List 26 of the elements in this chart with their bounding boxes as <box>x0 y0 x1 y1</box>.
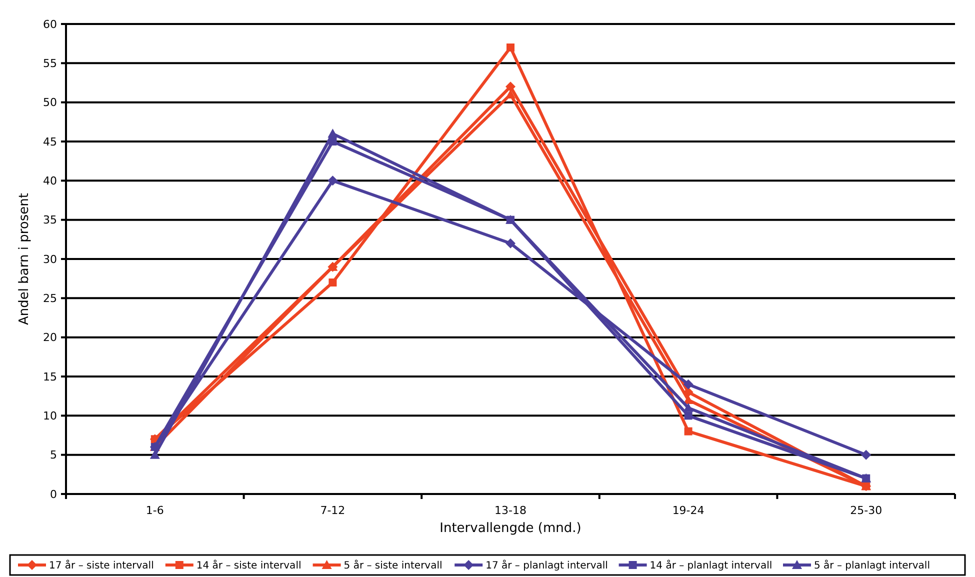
legend-label: 5 år – siste intervall <box>344 560 442 572</box>
y-tick-label: 0 <box>50 488 57 501</box>
y-tick-label: 25 <box>43 292 57 306</box>
x-tick-label: 1-6 <box>146 504 164 517</box>
y-tick-label: 50 <box>43 96 57 110</box>
y-tick-label: 20 <box>43 331 57 344</box>
legend-label: 5 år – planlagt intervall <box>814 560 930 572</box>
x-tick-label: 19-24 <box>672 504 704 517</box>
y-tick-label: 45 <box>43 135 57 148</box>
legend-label: 17 år – planlagt intervall <box>486 560 608 572</box>
y-axis-title: Andel barn i prosent <box>17 193 32 325</box>
x-tick-label: 7-12 <box>320 504 346 517</box>
y-tick-label: 15 <box>43 370 57 384</box>
legend-label: 14 år – siste intervall <box>196 560 302 572</box>
y-tick-label: 40 <box>43 174 57 188</box>
y-tick-label: 35 <box>43 214 57 227</box>
x-tick-label: 13-18 <box>494 504 526 517</box>
y-tick-label: 30 <box>43 252 57 266</box>
y-tick-label: 60 <box>43 18 57 31</box>
y-tick-label: 5 <box>50 448 57 462</box>
legend-label: 17 år – siste intervall <box>49 560 154 572</box>
y-tick-label: 10 <box>43 410 57 423</box>
y-tick-label: 55 <box>43 57 57 70</box>
x-tick-label: 25-30 <box>850 504 882 517</box>
legend-label: 14 år – planlagt intervall <box>650 560 772 572</box>
x-axis-title: Intervallengde (mnd.) <box>440 521 582 536</box>
